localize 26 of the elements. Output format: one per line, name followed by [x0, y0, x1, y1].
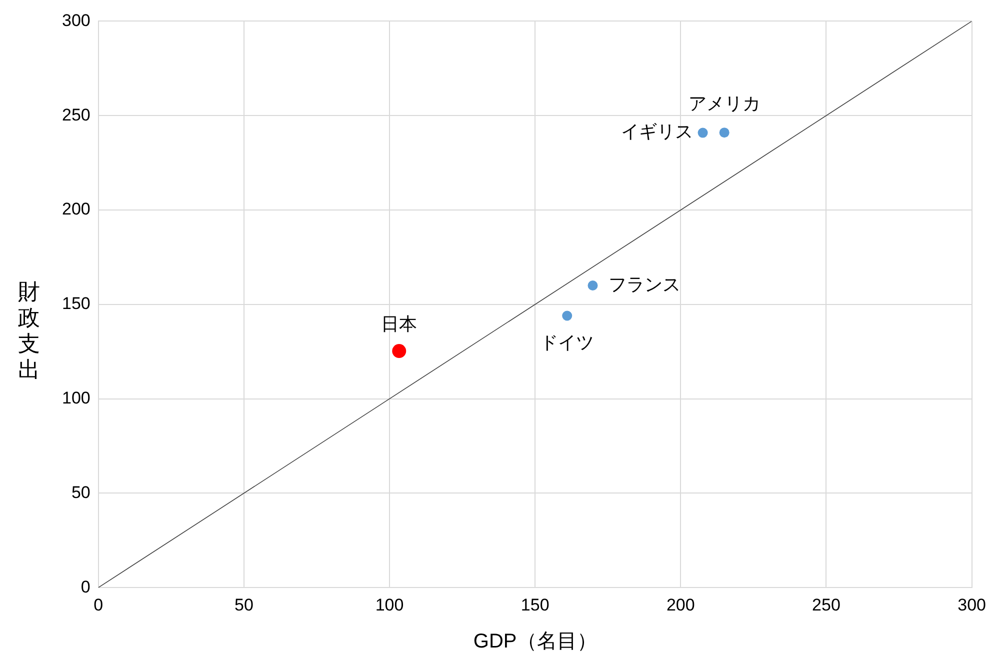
y-tick-label: 0 — [80, 577, 90, 596]
y-tick-label: 100 — [62, 388, 90, 408]
point — [588, 280, 598, 291]
annotation: イギリス — [620, 122, 693, 142]
annotation: フランス — [608, 274, 681, 294]
x-tick-label: 300 — [958, 595, 986, 614]
y-axis-title: 財政支出 — [17, 278, 41, 382]
x-tick-label: 250 — [812, 595, 840, 614]
x-tick-label: 50 — [234, 595, 254, 614]
annotation: ドイツ — [540, 332, 594, 353]
point — [698, 128, 708, 138]
y-tick-label: 250 — [62, 105, 90, 124]
point — [392, 344, 406, 358]
point — [719, 128, 730, 138]
x-tick-label: 100 — [375, 595, 404, 614]
x-tick-label: 150 — [520, 595, 550, 614]
annotation: アメリカ — [688, 94, 760, 114]
x-tick-label: 200 — [666, 595, 695, 614]
x-tick-label: 0 — [94, 595, 104, 614]
point — [562, 310, 572, 321]
y-tick-label: 200 — [62, 200, 90, 219]
y-tick-label: 50 — [71, 482, 90, 502]
y-tick-label: 300 — [62, 10, 90, 30]
x-axis-title: GDP（名目） — [473, 630, 597, 653]
annotation: 日本 — [381, 314, 418, 334]
y-tick-label: 150 — [62, 294, 90, 314]
